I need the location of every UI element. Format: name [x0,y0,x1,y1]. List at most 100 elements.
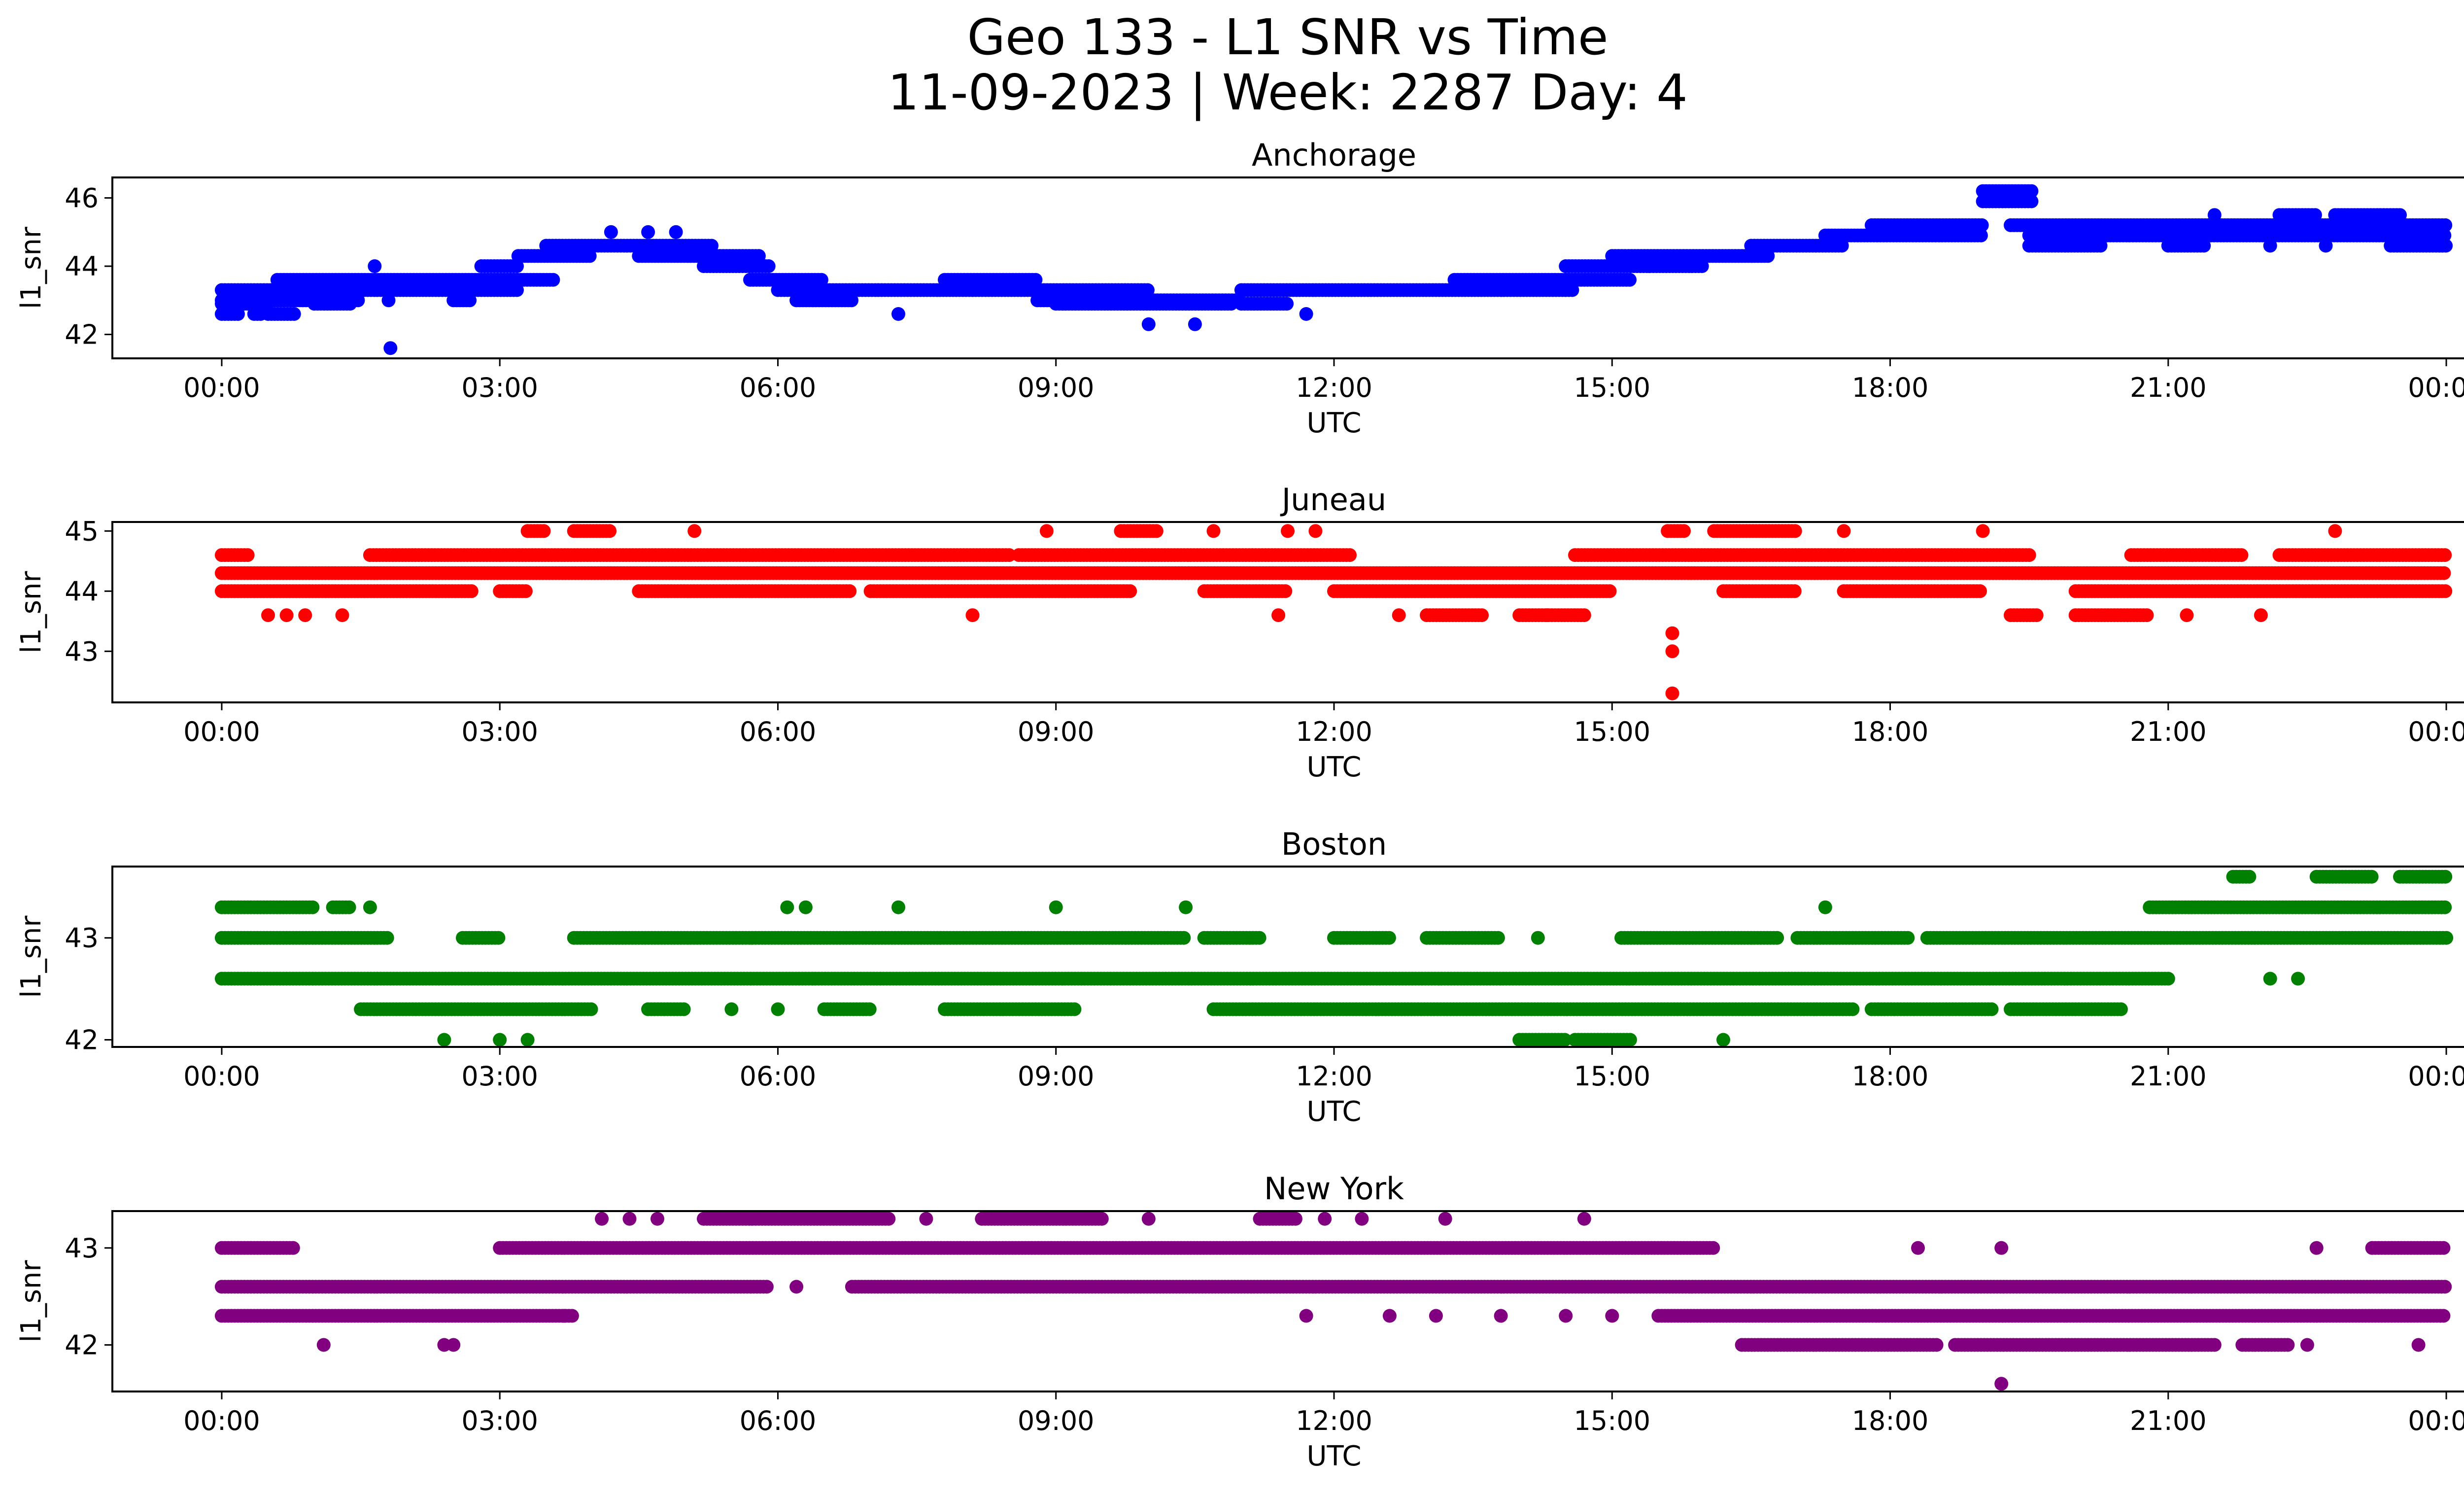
point-run [2022,239,2453,253]
point-run [354,1002,2128,1016]
data-point [2197,239,2211,253]
data-point [1252,931,1266,945]
data-point [2254,608,2268,623]
data-point [1642,259,1656,273]
x-tick-label: 09:00 [1018,716,1095,747]
data-points [214,184,2453,355]
data-point [641,225,655,239]
y-tick-label: 44 [65,576,99,607]
data-point [1206,524,1221,538]
data-point [1788,524,1802,538]
data-point [1123,584,1137,598]
data-point [2319,239,2333,253]
data-point [2393,208,2407,222]
panel-juneau: Juneau 00:00 03:00 06:00 09:00 12:00 15:00 18:0… [15,482,2464,783]
data-point [518,584,533,598]
data-point [1976,524,1990,538]
data-point [1975,218,1989,232]
data-point [2029,608,2044,623]
data-point [1039,524,1054,538]
point-run [214,548,2452,562]
data-point [965,283,980,297]
data-point [669,225,683,239]
point-run [214,931,2454,945]
data-point [1280,297,1294,311]
data-point [2439,239,2453,253]
x-tick-label: 06:00 [740,372,817,403]
data-point [1281,524,1295,538]
chart-panels: Anchorage 00:00 03:00 06:00 09:00 12:00 15:00 1… [15,137,2464,1472]
y-tick-label: 42 [65,319,99,350]
x-tick-label: 18:00 [1852,372,1929,403]
data-point [1973,584,1987,598]
data-point [1475,608,1489,623]
data-point [368,259,382,273]
x-tick-label: 18:00 [1852,716,1929,747]
data-point [1901,931,1915,945]
data-point [2234,548,2249,562]
axes-frame [111,176,2464,359]
data-point [2263,239,2277,253]
data-point [2438,548,2452,562]
data-point [1188,317,1202,331]
point-run [520,524,1802,538]
point-run [2272,208,2407,222]
data-point [491,931,506,945]
data-point [261,608,275,623]
point-run [270,273,1637,287]
point-run [539,239,1849,253]
data-point [582,249,597,263]
data-point [2024,184,2039,198]
y-tick-label: 45 [65,516,99,547]
data-point [705,239,719,253]
data-point [1770,931,1784,945]
data-point [380,931,394,945]
data-point [1665,626,1679,640]
data-point [1392,608,1406,623]
data-point [2437,566,2451,580]
data-point [2022,548,2036,562]
data-point [1343,548,1357,562]
x-tick-label: 03:00 [461,716,538,747]
x-tick-label: 00:00 [2408,716,2464,747]
data-point [752,249,766,263]
data-point [464,584,479,598]
point-run [1976,184,2039,198]
data-point [2308,208,2322,222]
data-point [2180,608,2194,623]
x-tick-label: 15:00 [1574,372,1650,403]
data-point [1382,931,1396,945]
data-point [843,584,857,598]
x-tick-label: 06:00 [740,716,817,747]
point-run [1420,608,2154,623]
data-point [2207,208,2222,222]
x-tick-label: 15:00 [1574,716,1650,747]
panel-title: Juneau [1280,482,1386,518]
data-point [1177,931,1191,945]
data-point [335,608,349,623]
data-point [891,307,905,321]
point-run [214,566,2451,580]
data-point [2140,608,2154,623]
data-point [862,1002,877,1016]
data-point [814,273,828,287]
data-point [1665,686,1679,700]
data-point [287,307,301,321]
data-point [1603,584,1617,598]
data-point [240,548,255,562]
x-tick-label: 21:00 [2130,716,2207,747]
x-tick-label: 12:00 [1296,372,1372,403]
data-point [1677,524,1691,538]
data-point [381,293,396,308]
data-point [463,293,477,308]
data-point [537,524,551,538]
y-tick-label: 43 [65,636,99,667]
x-tick-label: 12:00 [1296,716,1372,747]
data-point [2438,584,2453,598]
figure-title-line1: Geo 133 - L1 SNR vs Time [967,8,1608,66]
x-tick-label: 00:00 [2408,372,2464,403]
panel-title: Anchorage [1252,137,1416,173]
